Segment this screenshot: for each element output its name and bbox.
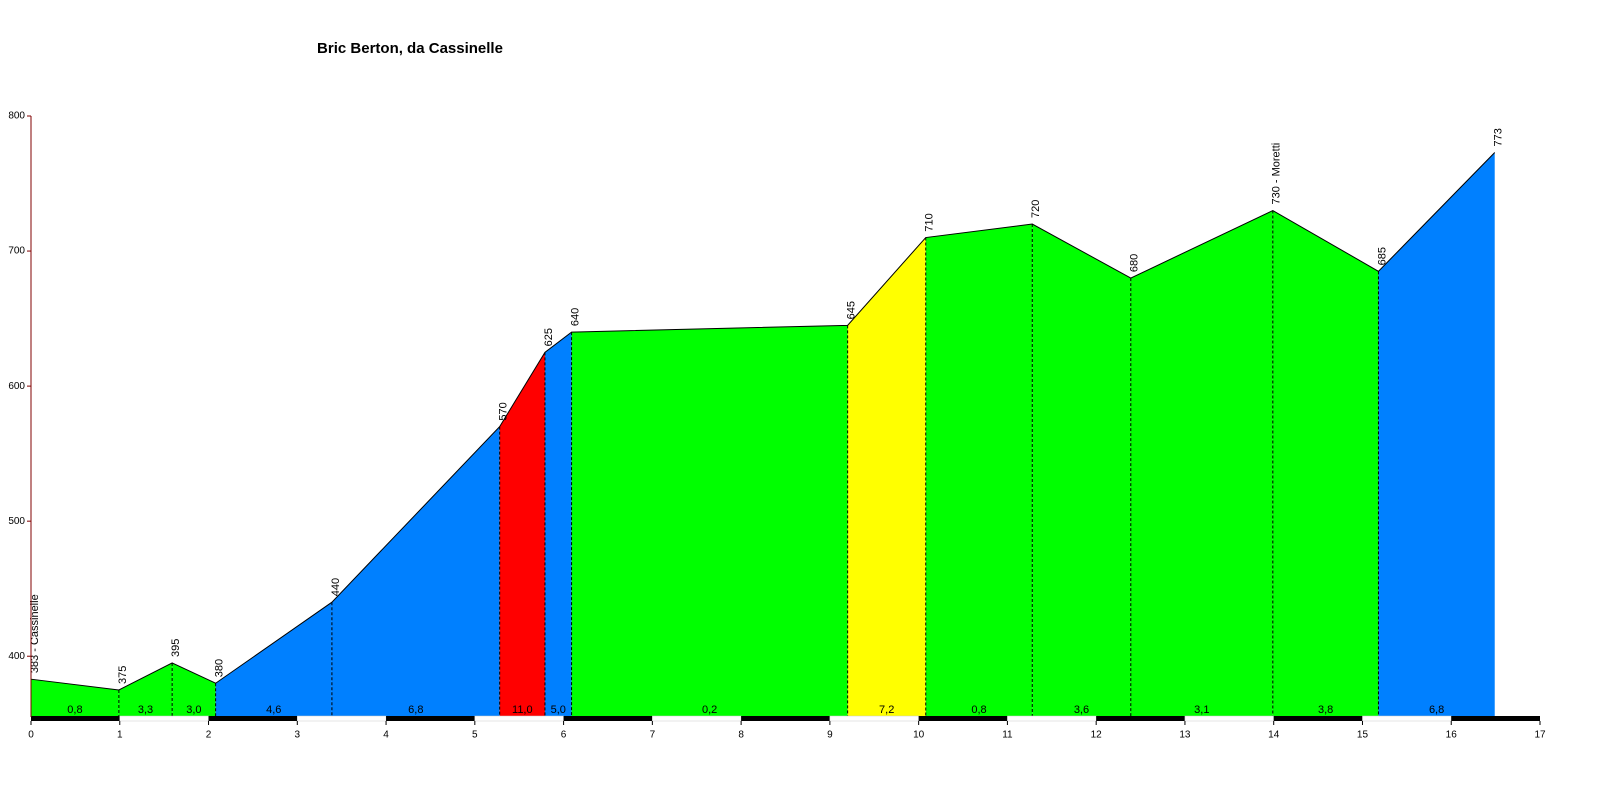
y-tick-label: 800 — [8, 111, 25, 122]
grade-label: 3,1 — [1194, 704, 1209, 716]
distance-bar — [297, 715, 387, 722]
profile-segment — [571, 325, 848, 717]
grade-label: 6,8 — [408, 704, 423, 716]
elevation-label: 645 — [846, 301, 858, 319]
x-tick-label: 8 — [738, 730, 744, 741]
x-tick-label: 3 — [295, 730, 301, 741]
distance-bar — [1362, 715, 1452, 722]
grade-label: 5,0 — [551, 704, 566, 716]
distance-bar — [1096, 716, 1185, 721]
distance-bar — [474, 715, 564, 722]
grade-label: 0,8 — [67, 704, 82, 716]
distance-bar — [208, 716, 298, 721]
profile-segment — [1272, 210, 1379, 718]
x-tick-label: 7 — [650, 730, 656, 741]
x-tick-label: 4 — [383, 730, 389, 741]
grade-label: 6,8 — [1429, 704, 1444, 716]
profile-segment — [544, 332, 572, 717]
elevation-label: 680 — [1129, 254, 1141, 272]
elevation-label: 395 — [170, 639, 182, 657]
elevation-label: 720 — [1030, 200, 1042, 218]
profile-segment — [925, 224, 1033, 718]
profile-segment — [31, 679, 119, 717]
x-tick-label: 13 — [1179, 730, 1191, 741]
elevation-label: 773 — [1493, 128, 1505, 146]
x-tick-label: 9 — [827, 730, 833, 741]
distance-bar — [1184, 715, 1274, 722]
y-tick-label: 700 — [8, 246, 25, 257]
distance-bar — [386, 716, 475, 721]
grade-label: 3,8 — [1318, 704, 1333, 716]
profile-segment — [499, 352, 545, 717]
y-tick-label: 400 — [8, 651, 25, 662]
x-tick-label: 17 — [1534, 730, 1546, 741]
distance-bar — [1007, 715, 1097, 722]
elevation-label: 685 — [1376, 247, 1388, 265]
profile-segment — [1032, 224, 1131, 718]
profile-segment — [1378, 152, 1495, 718]
elevation-label: 375 — [117, 666, 129, 684]
y-tick-label: 600 — [8, 381, 25, 392]
distance-bar — [1451, 716, 1540, 721]
x-tick-label: 16 — [1446, 730, 1458, 741]
x-tick-label: 0 — [28, 730, 34, 741]
elevation-label: 380 — [214, 659, 226, 677]
profile-segment — [118, 662, 173, 717]
distance-bar — [1273, 716, 1363, 721]
distance-bar — [741, 716, 830, 721]
x-tick-label: 15 — [1357, 730, 1369, 741]
profile-segment — [847, 237, 926, 717]
distance-bar — [652, 715, 742, 722]
distance-bar — [31, 716, 120, 721]
grade-label: 11,0 — [512, 704, 533, 716]
grade-label: 3,6 — [1074, 704, 1089, 716]
elevation-label: 570 — [498, 402, 510, 420]
x-tick-label: 11 — [1002, 730, 1013, 741]
grade-label: 3,3 — [138, 704, 153, 716]
distance-bar — [563, 716, 653, 721]
profile-segment — [331, 426, 500, 717]
grade-label: 0,8 — [971, 704, 986, 716]
x-tick-label: 1 — [117, 730, 123, 741]
chart-title: Bric Berton, da Cassinelle — [317, 40, 503, 57]
elevation-label: 440 — [330, 578, 342, 596]
x-tick-label: 12 — [1091, 730, 1103, 741]
x-tick-label: 10 — [913, 730, 925, 741]
distance-bar — [829, 715, 919, 722]
distance-bar — [119, 715, 209, 722]
grade-label: 0,2 — [702, 704, 717, 716]
x-tick-label: 14 — [1268, 730, 1280, 741]
x-tick-label: 2 — [206, 730, 212, 741]
grade-label: 4,6 — [266, 704, 281, 716]
grade-label: 7,2 — [879, 704, 894, 716]
elevation-label: 710 — [924, 213, 936, 231]
profile-segment — [1130, 210, 1273, 718]
elevation-label: 640 — [569, 308, 581, 326]
elevation-label: 730 - Moretti — [1271, 143, 1283, 205]
grade-label: 3,0 — [186, 704, 201, 716]
x-tick-label: 5 — [472, 730, 478, 741]
elevation-label: 625 — [543, 328, 555, 346]
profile-segment — [172, 662, 216, 717]
profile-segment — [215, 602, 332, 717]
y-tick-label: 500 — [8, 516, 25, 527]
elevation-label: 383 - Cassinelle — [29, 594, 41, 673]
distance-bar — [918, 716, 1008, 721]
x-tick-label: 6 — [561, 730, 567, 741]
